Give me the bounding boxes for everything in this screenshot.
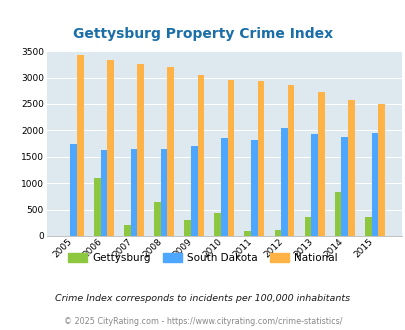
Bar — [257, 81, 264, 236]
Bar — [124, 225, 130, 236]
Bar — [70, 144, 77, 236]
Bar — [371, 133, 377, 236]
Bar — [347, 100, 354, 236]
Bar — [227, 80, 234, 236]
Bar — [244, 231, 250, 236]
Legend: Gettysburg, South Dakota, National: Gettysburg, South Dakota, National — [64, 249, 341, 267]
Bar — [94, 178, 100, 236]
Bar — [137, 64, 144, 236]
Bar — [184, 219, 190, 236]
Bar — [107, 60, 113, 236]
Bar — [100, 150, 107, 236]
Bar — [190, 146, 197, 236]
Bar — [250, 140, 257, 236]
Bar — [77, 55, 83, 236]
Bar — [220, 138, 227, 236]
Bar — [304, 217, 311, 236]
Bar — [317, 92, 324, 236]
Text: Crime Index corresponds to incidents per 100,000 inhabitants: Crime Index corresponds to incidents per… — [55, 294, 350, 303]
Bar — [341, 137, 347, 236]
Bar — [130, 149, 137, 236]
Bar — [214, 213, 220, 236]
Bar — [167, 67, 174, 236]
Bar — [287, 85, 294, 236]
Bar — [281, 128, 287, 236]
Bar — [274, 230, 281, 236]
Text: Gettysburg Property Crime Index: Gettysburg Property Crime Index — [73, 27, 332, 41]
Bar — [197, 76, 204, 236]
Bar — [377, 104, 384, 236]
Bar — [364, 217, 371, 236]
Bar — [334, 192, 341, 236]
Bar — [154, 202, 160, 236]
Bar — [311, 134, 317, 236]
Text: © 2025 CityRating.com - https://www.cityrating.com/crime-statistics/: © 2025 CityRating.com - https://www.city… — [64, 317, 341, 326]
Bar — [160, 149, 167, 236]
